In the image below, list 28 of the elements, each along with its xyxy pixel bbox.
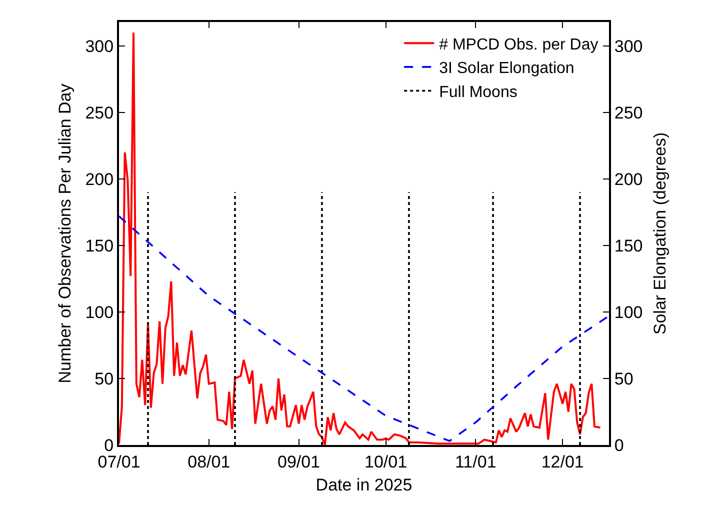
- y2-tick-label: 250: [614, 103, 643, 122]
- line-series: [119, 215, 609, 442]
- x-tick-label: 08/01: [188, 452, 230, 472]
- x-tick-label: 11/01: [454, 452, 496, 472]
- x-tick-label: 09/01: [277, 452, 320, 472]
- legend-label: 3I Solar Elongation: [439, 60, 574, 78]
- x-axis-title: Date in 2025: [316, 475, 412, 494]
- x-tick-label: 07/01: [98, 452, 140, 472]
- legend-label: # MPCD Obs. per Day: [439, 36, 598, 54]
- y-axis-title: Number of Observations Per Julian Day: [55, 83, 74, 384]
- y2-tick-label: 0: [614, 436, 624, 455]
- line-series: [119, 32, 602, 445]
- y-tick-label: 0: [104, 436, 114, 455]
- y2-tick-label: 300: [614, 36, 643, 56]
- legend-label: Full Moons: [439, 84, 518, 101]
- y2-tick-label: 200: [614, 170, 643, 189]
- y2-tick-label: 150: [614, 236, 643, 256]
- y-tick-label: 50: [94, 369, 114, 388]
- y2-tick-label: 100: [614, 302, 643, 322]
- y-tick-label: 100: [85, 302, 114, 322]
- y2-tick-label: 50: [614, 369, 634, 388]
- y-tick-label: 250: [85, 103, 114, 122]
- y-tick-label: 200: [85, 170, 114, 189]
- y-tick-label: 150: [85, 236, 114, 256]
- x-tick-label: 10/01: [364, 452, 408, 472]
- y-tick-label: 300: [85, 36, 114, 56]
- y2-axis-title: Solar Elongation (degrees): [650, 132, 670, 335]
- x-tick-label: 12/01: [541, 452, 584, 472]
